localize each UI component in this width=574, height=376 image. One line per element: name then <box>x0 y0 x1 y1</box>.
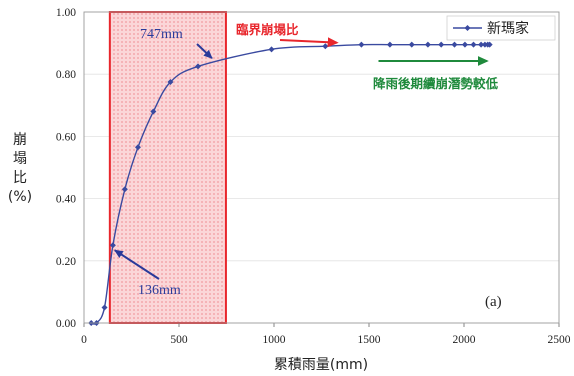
y-tick-label: 0.00 <box>56 318 76 330</box>
data-point <box>195 63 201 70</box>
annotation-critical-ratio-arrow <box>279 37 339 48</box>
annotation-136mm-arrow <box>114 249 160 280</box>
x-tick-label: 0 <box>81 334 87 346</box>
data-point <box>268 46 275 53</box>
y-axis-title-char-2: 塌 <box>13 151 27 167</box>
data-point <box>451 41 458 48</box>
y-tick-label: 0.40 <box>56 194 76 206</box>
data-point <box>438 41 445 48</box>
y-axis-title-char-4: (%) <box>8 189 32 205</box>
y-axis-title-char-1: 崩 <box>13 132 27 148</box>
x-tick-label: 2000 <box>453 334 476 346</box>
highlight-region <box>108 11 227 324</box>
x-tick-label: 2500 <box>548 334 571 346</box>
data-point <box>167 78 174 85</box>
data-point <box>386 41 393 48</box>
x-axis-title: 累積雨量(mm) <box>274 357 368 373</box>
data-point <box>101 304 108 311</box>
x-tick-label: 500 <box>170 334 188 346</box>
data-point <box>424 41 431 48</box>
data-point <box>408 41 415 48</box>
data-point <box>358 41 365 48</box>
data-point <box>121 186 128 193</box>
data-point <box>461 41 468 48</box>
data-point <box>478 41 485 48</box>
data-point <box>470 41 477 48</box>
legend-series-name: 新瑪家 <box>487 20 529 37</box>
data-point <box>322 43 329 50</box>
annotation-747mm-arrow <box>196 43 213 59</box>
x-tick-label: 1500 <box>358 334 381 346</box>
y-axis-title-char-3: 比 <box>13 170 27 186</box>
data-point <box>486 41 493 48</box>
annotation-critical-ratio: 臨界崩塌比 <box>236 22 299 37</box>
panel-label: (a) <box>485 294 502 310</box>
annotation-low-potential: 降雨後期續崩潛勢較低 <box>373 76 499 91</box>
data-point <box>109 242 116 249</box>
y-tick-label: 0.60 <box>56 131 76 143</box>
y-tick-label: 1.00 <box>56 7 76 19</box>
plot-frame <box>83 11 560 324</box>
x-tick-label: 1000 <box>263 334 286 346</box>
annotation-747mm: 747mm <box>140 27 183 42</box>
annotation-136mm: 136mm <box>138 283 181 298</box>
y-tick-label: 0.80 <box>56 69 76 81</box>
data-point <box>150 108 157 115</box>
data-point <box>134 144 141 151</box>
legend-marker <box>464 25 471 31</box>
y-tick-label: 0.20 <box>56 256 76 268</box>
y-axis-title: 崩 塌 比 (%) <box>8 132 32 205</box>
